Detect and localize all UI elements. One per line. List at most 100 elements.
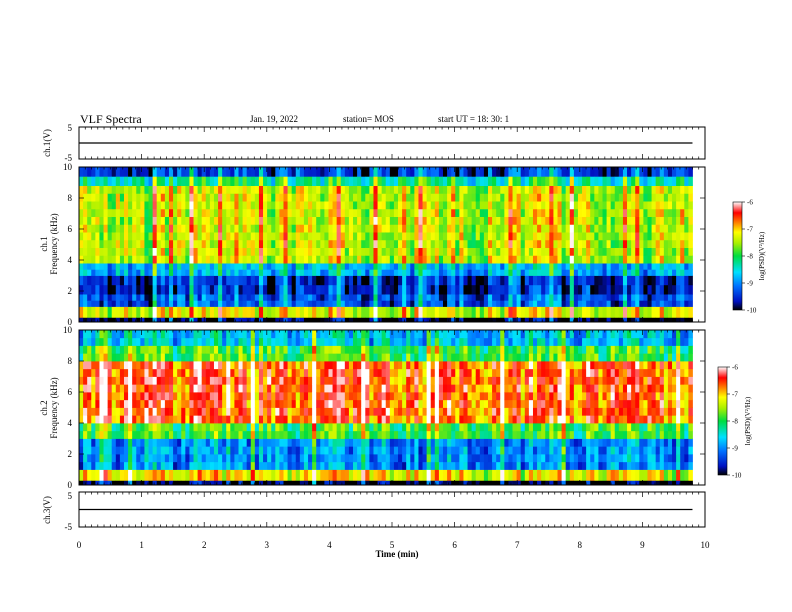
spectrogram-cell bbox=[287, 399, 293, 408]
spectrogram-cell bbox=[234, 407, 239, 416]
spectrogram-cell bbox=[283, 454, 288, 463]
spectrogram-cell bbox=[618, 224, 624, 233]
spectrogram-cell bbox=[181, 361, 186, 370]
spectrogram-cell bbox=[672, 255, 677, 264]
spectrogram-cell bbox=[557, 294, 562, 301]
spectrogram-cell bbox=[561, 263, 567, 270]
spectrogram-cell bbox=[230, 469, 235, 481]
spectrogram-cell bbox=[144, 454, 149, 463]
spectrogram-cell bbox=[87, 438, 92, 447]
spectrogram-cell bbox=[328, 376, 333, 385]
spectrogram-cell bbox=[320, 300, 325, 307]
spectrogram-cell bbox=[213, 255, 219, 264]
spectrogram-cell bbox=[222, 216, 227, 225]
spectrogram-cell bbox=[201, 415, 207, 424]
spectrogram-cell bbox=[361, 438, 366, 447]
spectrogram-cell bbox=[213, 438, 219, 447]
spectrogram-cell bbox=[381, 407, 387, 416]
spectrogram-cell bbox=[136, 176, 141, 186]
spectrogram-cell bbox=[594, 167, 599, 177]
spectrogram-cell bbox=[254, 232, 260, 241]
spectrogram-cell bbox=[622, 247, 628, 256]
spectrogram-cell bbox=[667, 306, 673, 318]
spectrogram-cell bbox=[103, 384, 109, 393]
spectrogram-cell bbox=[647, 239, 652, 248]
spectrogram-cell bbox=[344, 284, 350, 295]
spectrogram-cell bbox=[181, 368, 186, 377]
spectrogram-cell bbox=[115, 317, 121, 323]
spectrogram-cell bbox=[573, 185, 579, 194]
spectrogram-cell bbox=[381, 368, 387, 377]
spectrogram-cell bbox=[242, 399, 248, 408]
spectrogram-cell bbox=[324, 361, 329, 370]
spectrogram-cell bbox=[610, 294, 616, 301]
spectrogram-cell bbox=[651, 284, 657, 295]
spectrogram-cell bbox=[87, 176, 92, 186]
spectrogram-cell bbox=[107, 167, 113, 177]
spectrogram-cell bbox=[447, 255, 452, 264]
spectrogram-cell bbox=[508, 284, 513, 295]
spectrogram-cell bbox=[312, 392, 317, 401]
spectrogram-cell bbox=[643, 201, 648, 210]
spectrogram-cell bbox=[308, 216, 313, 225]
spectrogram-cell bbox=[295, 461, 301, 470]
spectrogram-cell bbox=[557, 284, 562, 295]
figure-title: VLF Spectra bbox=[80, 112, 142, 126]
spectrogram-cell bbox=[614, 300, 620, 307]
spectrogram-cell bbox=[156, 263, 162, 270]
spectrogram-cell bbox=[160, 185, 166, 194]
spectrogram-cell bbox=[197, 216, 203, 225]
spectrogram-cell bbox=[234, 247, 239, 256]
spectrogram-cell bbox=[667, 176, 673, 186]
spectrogram-cell bbox=[357, 392, 362, 401]
spectrogram-cell bbox=[418, 208, 423, 217]
spectrogram-cell bbox=[152, 317, 158, 323]
spectrogram-cell bbox=[357, 423, 362, 432]
spectrogram-cell bbox=[684, 193, 689, 202]
spectrogram-cell bbox=[136, 269, 141, 276]
spectrogram-cell bbox=[308, 193, 313, 202]
spectrogram-cell bbox=[234, 430, 239, 439]
spectrogram-cell bbox=[128, 269, 133, 276]
spectrogram-cell bbox=[246, 353, 252, 362]
spectrogram-cell bbox=[185, 185, 190, 194]
spectrogram-cell bbox=[410, 269, 415, 276]
spectrogram-cell bbox=[99, 480, 104, 486]
spectrogram-cell bbox=[263, 224, 268, 233]
spectrogram-cell bbox=[610, 306, 616, 318]
spectrogram-cell bbox=[377, 469, 383, 481]
spectrogram-cell bbox=[99, 337, 104, 346]
spectrogram-cell bbox=[271, 480, 276, 486]
spectrogram-cell bbox=[136, 306, 141, 318]
spectrogram-cell bbox=[303, 480, 309, 486]
spectrogram-cell bbox=[91, 423, 96, 432]
spectrogram-cell bbox=[111, 337, 117, 346]
spectrogram-cell bbox=[95, 454, 100, 463]
spectrogram-cell bbox=[111, 300, 117, 307]
spectrogram-cell bbox=[275, 361, 280, 370]
spectrogram-cell bbox=[132, 306, 137, 318]
spectrogram-cell bbox=[545, 269, 550, 276]
spectrogram-cell bbox=[320, 269, 325, 276]
spectrogram-cell bbox=[189, 275, 194, 286]
spectrogram-cell bbox=[201, 176, 207, 186]
spectrogram-cell bbox=[475, 185, 481, 194]
spectrogram-cell bbox=[267, 275, 272, 286]
spectrogram-cell bbox=[205, 337, 211, 346]
spectrogram-cell bbox=[422, 275, 428, 286]
spectrogram-cell bbox=[348, 232, 354, 241]
spectrogram-cell bbox=[663, 247, 669, 256]
spectrogram-cell bbox=[136, 376, 141, 385]
spectrogram-cell bbox=[520, 193, 526, 202]
spectrogram-cell bbox=[193, 294, 199, 301]
spectrogram-cell bbox=[140, 232, 145, 241]
spectrogram-cell bbox=[565, 300, 571, 307]
spectrogram-cell bbox=[385, 330, 391, 339]
spectrogram-cell bbox=[271, 193, 276, 202]
spectrogram-cell bbox=[254, 317, 260, 323]
spectrogram-cell bbox=[672, 306, 677, 318]
spectrogram-cell bbox=[373, 317, 378, 323]
spectrogram-cell bbox=[594, 247, 599, 256]
spectrogram-cell bbox=[287, 438, 293, 447]
spectrogram-cell bbox=[357, 345, 362, 354]
